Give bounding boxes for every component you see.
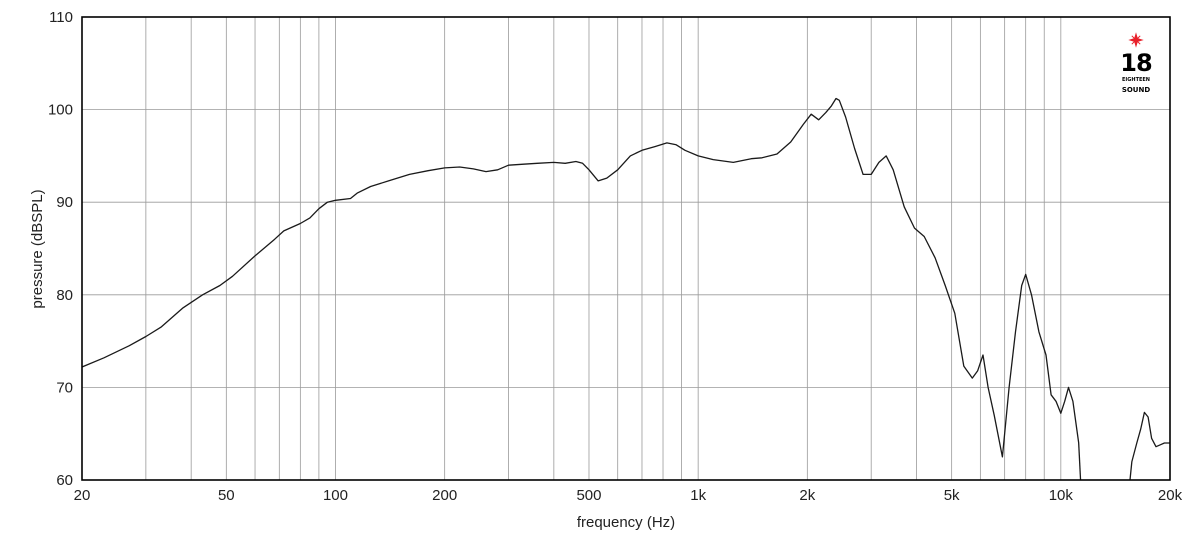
x-tick-label: 200 — [432, 487, 457, 504]
curve-rise-segment — [1129, 461, 1133, 481]
logo-line1: EIGHTEEN — [1122, 77, 1150, 83]
x-tick-label: 20 — [74, 487, 91, 504]
x-tick-label: 1k — [690, 487, 706, 504]
x-tick-label: 500 — [576, 487, 601, 504]
y-tick-label: 80 — [56, 287, 73, 304]
x-tick-label: 100 — [323, 487, 348, 504]
x-tick-label: 50 — [218, 487, 235, 504]
y-tick-label: 110 — [49, 9, 73, 26]
star-icon — [1128, 32, 1144, 48]
x-tick-label: 20k — [1158, 487, 1183, 504]
x-tick-label: 10k — [1049, 487, 1074, 504]
curve-drop-segment — [1078, 442, 1082, 481]
grid-lines — [82, 17, 1170, 480]
y-axis-ticks: 60 70 80 90 100 110 — [48, 9, 73, 489]
y-tick-label: 60 — [56, 472, 73, 489]
y-tick-label: 70 — [56, 379, 73, 396]
logo-line2: SOUND — [1122, 86, 1151, 94]
plot-area — [82, 97, 1170, 481]
x-tick-label: 2k — [799, 487, 815, 504]
x-axis-ticks: 20 50 100 200 500 1k 2k 5k 10k 20k — [74, 487, 1183, 504]
response-curve — [82, 97, 1170, 462]
x-axis-label: frequency (Hz) — [577, 514, 675, 531]
y-axis-label: pressure (dBSPL) — [29, 189, 46, 308]
y-tick-label: 90 — [56, 194, 73, 211]
y-tick-label: 100 — [48, 102, 73, 119]
brand-logo: 18 EIGHTEEN SOUND — [1120, 32, 1153, 94]
plot-frame — [81, 16, 1171, 481]
x-tick-label: 5k — [944, 487, 960, 504]
logo-number: 18 — [1120, 49, 1152, 77]
